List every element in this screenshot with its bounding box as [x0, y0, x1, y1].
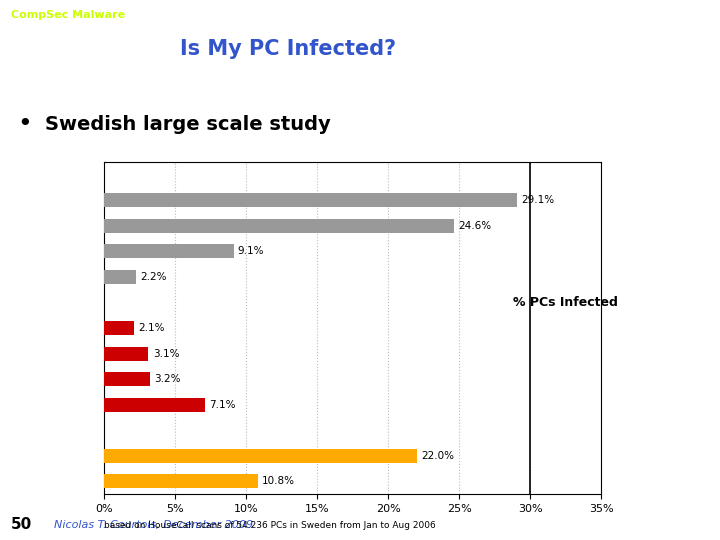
Bar — [104, 347, 148, 361]
Text: Nicolas T. Courtois, December 2009: Nicolas T. Courtois, December 2009 — [54, 520, 253, 530]
Text: •: • — [17, 112, 32, 136]
Bar — [104, 219, 454, 233]
Text: 29.1%: 29.1% — [522, 195, 555, 205]
Bar — [104, 270, 135, 284]
Text: ▲UCL: ▲UCL — [649, 6, 698, 24]
Text: 2.1%: 2.1% — [138, 323, 165, 333]
Text: 24.6%: 24.6% — [458, 221, 491, 231]
Text: ▲UCL: ▲UCL — [627, 516, 676, 534]
Text: Is My PC Infected?: Is My PC Infected? — [180, 38, 396, 59]
Text: Swedish large scale study: Swedish large scale study — [45, 114, 330, 134]
Bar — [104, 193, 518, 207]
Text: 50: 50 — [11, 517, 32, 532]
Bar — [104, 372, 150, 386]
Bar — [104, 321, 134, 335]
Text: 3.2%: 3.2% — [154, 374, 181, 384]
Bar — [104, 449, 417, 463]
Text: 2.2%: 2.2% — [140, 272, 166, 282]
Text: 9.1%: 9.1% — [238, 246, 264, 256]
Text: % PCs Infected: % PCs Infected — [513, 296, 618, 309]
Text: based on HouseCall scans of 54.236 PCs in Sweden from Jan to Aug 2006: based on HouseCall scans of 54.236 PCs i… — [104, 521, 436, 530]
Text: 3.1%: 3.1% — [153, 349, 179, 359]
Text: 10.8%: 10.8% — [262, 476, 295, 487]
Text: 22.0%: 22.0% — [421, 451, 454, 461]
Text: CompSec Malware: CompSec Malware — [11, 10, 125, 20]
Text: 7.1%: 7.1% — [210, 400, 236, 410]
Bar — [104, 397, 205, 411]
Bar — [104, 474, 258, 488]
Bar — [104, 245, 233, 259]
